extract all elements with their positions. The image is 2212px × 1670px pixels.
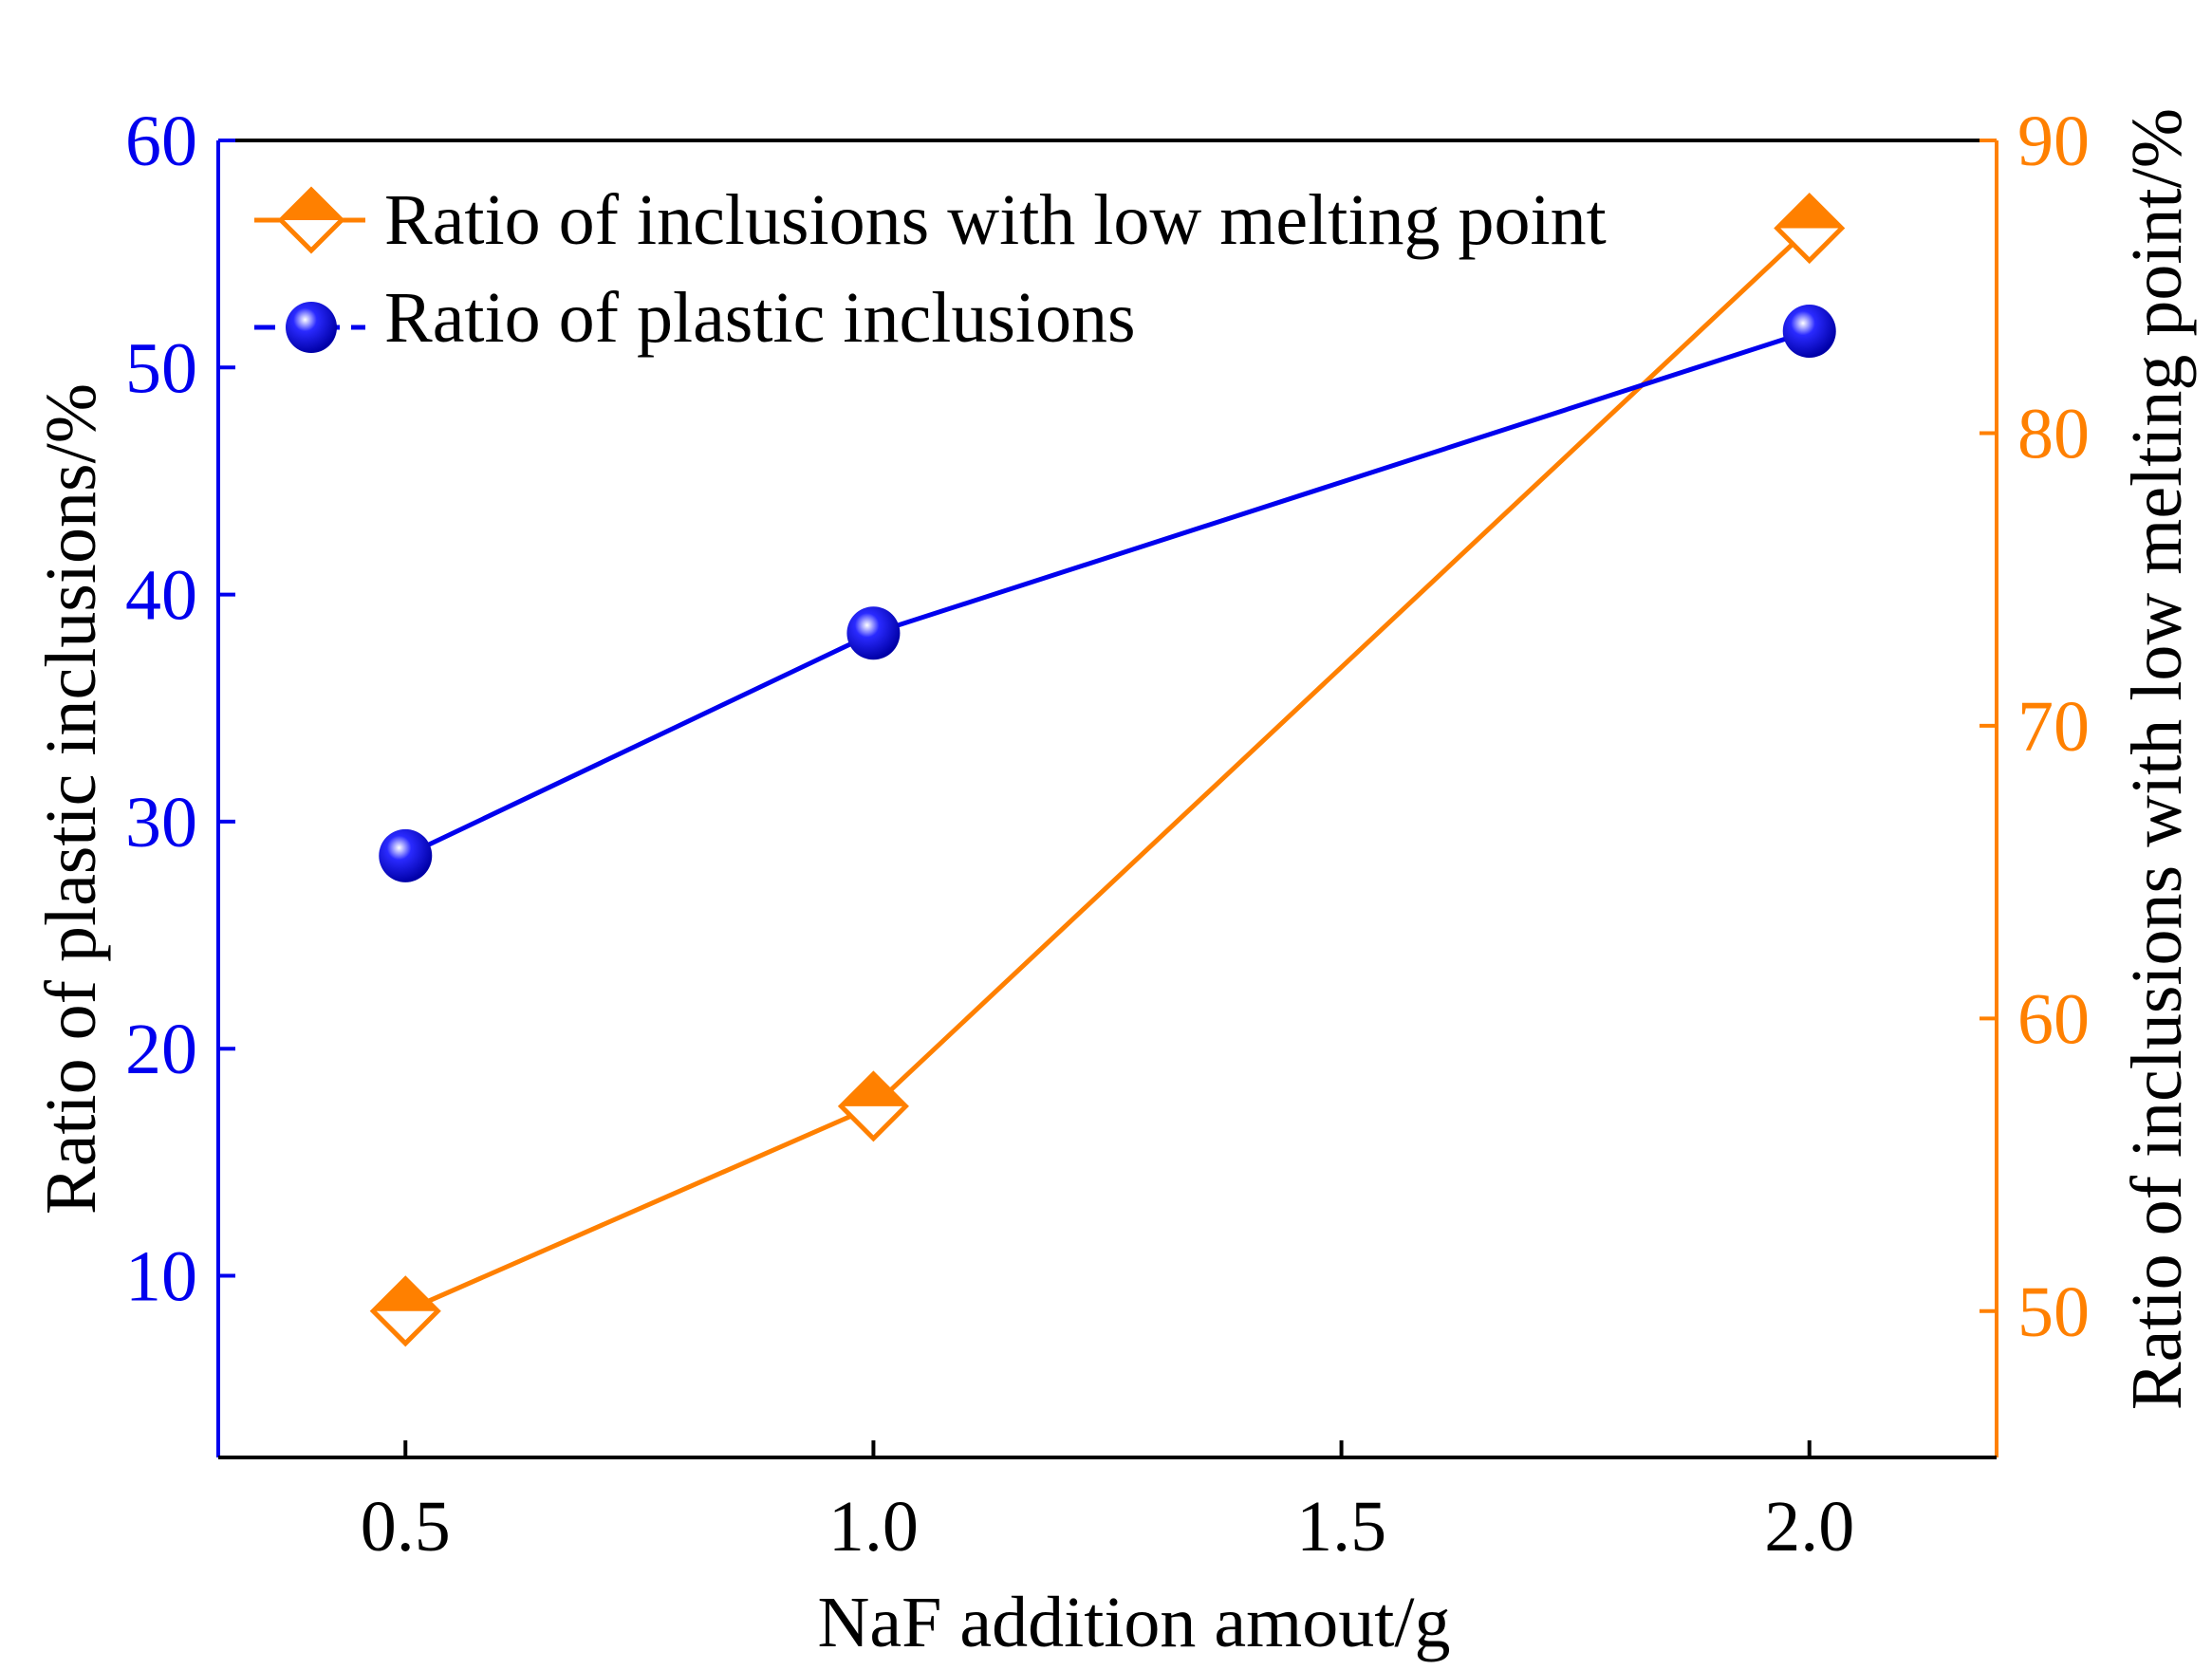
legend-sphere-icon (286, 302, 337, 353)
right-tick-label: 70 (2017, 687, 2090, 767)
x-tick-label: 1.0 (828, 1487, 919, 1567)
left-tick-label: 10 (125, 1237, 197, 1317)
data-point-fill-low-melting (1776, 195, 1842, 229)
series-layer (369, 192, 1846, 1347)
legend-item-low-melting: Ratio of inclusions with low melting poi… (254, 180, 1607, 260)
right-tick-label: 50 (2017, 1272, 2090, 1352)
left-tick-label: 40 (125, 556, 197, 636)
right-tick-label: 80 (2017, 394, 2090, 473)
left-tick-label: 20 (125, 1010, 197, 1089)
left-tick-label: 60 (125, 102, 197, 181)
right-axis-label: Ratio of inclusions with low melting poi… (2117, 108, 2197, 1410)
legend: Ratio of inclusions with low melting poi… (254, 180, 1607, 358)
right-tick-label: 90 (2017, 102, 2090, 181)
legend-item-plastic: Ratio of plastic inclusions (254, 278, 1136, 358)
legend-label-plastic: Ratio of plastic inclusions (384, 278, 1136, 358)
data-point-plastic (379, 828, 433, 882)
x-axis-label: NaF addition amout/g (817, 1583, 1450, 1662)
series-line-plastic (404, 328, 1811, 859)
x-tick-label: 1.5 (1296, 1487, 1386, 1567)
data-point-fill-low-melting (841, 1073, 906, 1106)
data-point-fill-low-melting (373, 1278, 438, 1311)
series-line-low-melting (404, 226, 1812, 1314)
left-axis-label: Ratio of plastic inclusions/% (31, 383, 111, 1215)
legend-label-low-melting: Ratio of inclusions with low melting poi… (384, 180, 1607, 260)
right-axis-ticks: 50 60 70 80 90 (1980, 102, 2090, 1352)
data-point-plastic (1782, 305, 1836, 359)
right-tick-label: 60 (2017, 979, 2090, 1059)
x-tick-label: 2.0 (1764, 1487, 1854, 1567)
x-tick-label: 0.5 (361, 1487, 451, 1567)
plot-frame (216, 139, 1998, 1459)
left-axis-ticks: 10 20 30 40 50 60 (125, 102, 235, 1317)
left-tick-label: 50 (125, 328, 197, 408)
data-point-plastic (846, 606, 901, 660)
left-tick-label: 30 (125, 783, 197, 863)
x-axis-ticks: 0.5 1.0 1.5 2.0 (361, 1440, 1854, 1567)
legend-diamond-fill-icon (281, 190, 342, 220)
